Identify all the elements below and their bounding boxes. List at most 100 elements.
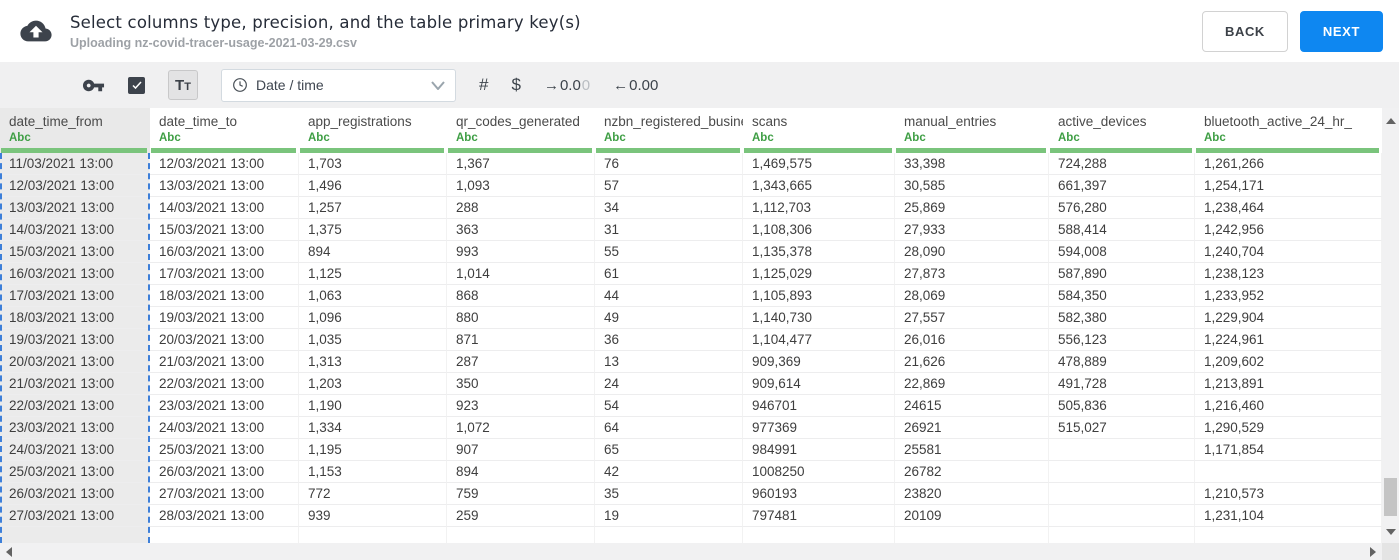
table-cell[interactable]: 1,203 (299, 373, 447, 395)
table-cell[interactable]: 880 (447, 307, 595, 329)
table-cell[interactable]: 12/03/2021 13:00 (150, 153, 299, 175)
table-cell[interactable] (299, 527, 447, 543)
table-cell[interactable]: 478,889 (1049, 351, 1195, 373)
table-cell[interactable]: 505,836 (1049, 395, 1195, 417)
table-cell[interactable]: 27,933 (895, 219, 1049, 241)
back-button[interactable]: BACK (1201, 10, 1288, 52)
table-cell[interactable] (1049, 505, 1195, 527)
table-cell[interactable] (743, 527, 895, 543)
table-cell[interactable]: 57 (595, 175, 743, 197)
table-cell[interactable]: 20109 (895, 505, 1049, 527)
table-cell[interactable]: 1,096 (299, 307, 447, 329)
vertical-scrollbar[interactable] (1382, 108, 1399, 543)
table-cell[interactable]: 13/03/2021 13:00 (0, 197, 150, 219)
table-cell[interactable]: 576,280 (1049, 197, 1195, 219)
table-cell[interactable]: 25581 (895, 439, 1049, 461)
table-cell[interactable]: 594,008 (1049, 241, 1195, 263)
table-cell[interactable]: 12/03/2021 13:00 (0, 175, 150, 197)
table-cell[interactable] (1195, 527, 1382, 543)
column-header-bluetooth_active_24_hr_[interactable]: bluetooth_active_24_hr_ Abc (1195, 108, 1382, 153)
table-cell[interactable]: 1,313 (299, 351, 447, 373)
table-cell[interactable] (1049, 527, 1195, 543)
table-cell[interactable]: 350 (447, 373, 595, 395)
table-cell[interactable]: 1,171,854 (1195, 439, 1382, 461)
table-cell[interactable]: 1,254,171 (1195, 175, 1382, 197)
horizontal-scrollbar[interactable] (0, 543, 1382, 560)
decrease-precision-button[interactable]: ← 0.00 (613, 77, 658, 94)
table-cell[interactable]: 25,869 (895, 197, 1049, 219)
table-cell[interactable]: 23/03/2021 13:00 (150, 395, 299, 417)
table-cell[interactable]: 36 (595, 329, 743, 351)
table-cell[interactable]: 977369 (743, 417, 895, 439)
column-header-active_devices[interactable]: active_devices Abc (1049, 108, 1195, 153)
table-cell[interactable]: 661,397 (1049, 175, 1195, 197)
table-cell[interactable]: 16/03/2021 13:00 (150, 241, 299, 263)
table-cell[interactable]: 1,242,956 (1195, 219, 1382, 241)
next-button[interactable]: NEXT (1299, 10, 1383, 52)
table-cell[interactable]: 1,257 (299, 197, 447, 219)
table-cell[interactable]: 22/03/2021 13:00 (0, 395, 150, 417)
table-cell[interactable]: 23/03/2021 13:00 (0, 417, 150, 439)
table-cell[interactable]: 24/03/2021 13:00 (0, 439, 150, 461)
table-cell[interactable] (150, 527, 299, 543)
table-cell[interactable]: 939 (299, 505, 447, 527)
table-cell[interactable]: 19 (595, 505, 743, 527)
table-cell[interactable]: 1,261,266 (1195, 153, 1382, 175)
text-type-button[interactable]: Tt (168, 70, 198, 100)
table-cell[interactable]: 76 (595, 153, 743, 175)
table-cell[interactable]: 1,063 (299, 285, 447, 307)
table-cell[interactable]: 13/03/2021 13:00 (150, 175, 299, 197)
table-cell[interactable]: 27/03/2021 13:00 (0, 505, 150, 527)
table-cell[interactable]: 797481 (743, 505, 895, 527)
table-cell[interactable]: 65 (595, 439, 743, 461)
scroll-right-arrow-icon[interactable] (1370, 547, 1376, 557)
table-cell[interactable]: 23820 (895, 483, 1049, 505)
table-cell[interactable]: 1,238,464 (1195, 197, 1382, 219)
table-cell[interactable]: 1,469,575 (743, 153, 895, 175)
table-cell[interactable]: 907 (447, 439, 595, 461)
table-cell[interactable]: 1008250 (743, 461, 895, 483)
table-cell[interactable]: 909,614 (743, 373, 895, 395)
table-cell[interactable]: 1,224,961 (1195, 329, 1382, 351)
table-cell[interactable]: 584,350 (1049, 285, 1195, 307)
table-cell[interactable]: 1,035 (299, 329, 447, 351)
table-cell[interactable]: 27/03/2021 13:00 (150, 483, 299, 505)
table-cell[interactable]: 31 (595, 219, 743, 241)
table-cell[interactable]: 25/03/2021 13:00 (0, 461, 150, 483)
table-cell[interactable]: 24615 (895, 395, 1049, 417)
table-cell[interactable]: 26/03/2021 13:00 (0, 483, 150, 505)
table-cell[interactable]: 1,229,904 (1195, 307, 1382, 329)
table-cell[interactable]: 42 (595, 461, 743, 483)
table-cell[interactable]: 33,398 (895, 153, 1049, 175)
currency-type-button[interactable]: $ (511, 75, 521, 94)
table-cell[interactable]: 24/03/2021 13:00 (150, 417, 299, 439)
scroll-up-arrow-icon[interactable] (1386, 118, 1396, 124)
column-header-qr_codes_generated[interactable]: qr_codes_generated Abc (447, 108, 595, 153)
table-cell[interactable]: 1,375 (299, 219, 447, 241)
table-cell[interactable]: 20/03/2021 13:00 (0, 351, 150, 373)
table-cell[interactable]: 871 (447, 329, 595, 351)
table-cell[interactable] (895, 527, 1049, 543)
table-cell[interactable]: 1,072 (447, 417, 595, 439)
table-cell[interactable]: 1,238,123 (1195, 263, 1382, 285)
table-cell[interactable]: 1,213,891 (1195, 373, 1382, 395)
table-cell[interactable]: 1,209,602 (1195, 351, 1382, 373)
table-cell[interactable] (1195, 461, 1382, 483)
table-cell[interactable]: 894 (299, 241, 447, 263)
table-cell[interactable] (0, 527, 150, 543)
scroll-down-arrow-icon[interactable] (1386, 529, 1396, 535)
table-cell[interactable]: 1,104,477 (743, 329, 895, 351)
column-header-nzbn_registered_busine[interactable]: nzbn_registered_busine Abc (595, 108, 743, 153)
table-cell[interactable]: 1,112,703 (743, 197, 895, 219)
table-cell[interactable]: 16/03/2021 13:00 (0, 263, 150, 285)
column-header-manual_entries[interactable]: manual_entries Abc (895, 108, 1049, 153)
table-cell[interactable]: 1,496 (299, 175, 447, 197)
increase-precision-button[interactable]: → 0.0 0 (544, 77, 590, 94)
scroll-left-arrow-icon[interactable] (6, 547, 12, 557)
table-cell[interactable]: 64 (595, 417, 743, 439)
table-cell[interactable]: 18/03/2021 13:00 (0, 307, 150, 329)
table-cell[interactable]: 1,135,378 (743, 241, 895, 263)
table-cell[interactable]: 288 (447, 197, 595, 219)
table-cell[interactable]: 27,557 (895, 307, 1049, 329)
table-cell[interactable]: 28/03/2021 13:00 (150, 505, 299, 527)
